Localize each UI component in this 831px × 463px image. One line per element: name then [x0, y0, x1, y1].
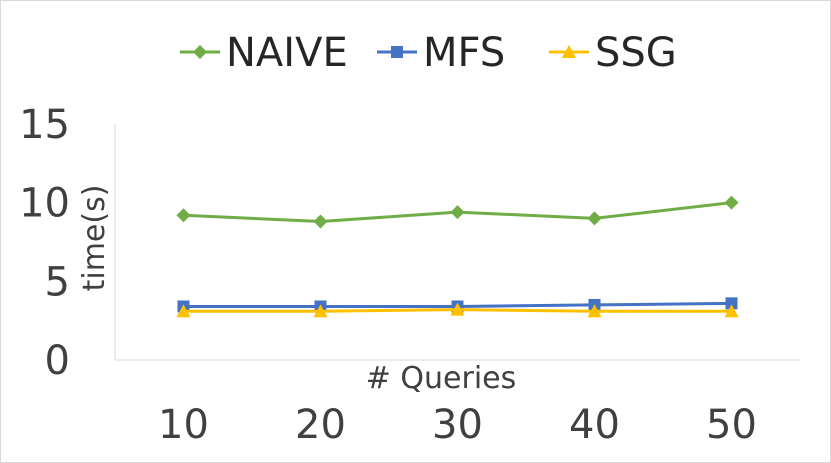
- data-point-ssg: [724, 304, 739, 318]
- legend-marker-icon: [562, 45, 576, 58]
- y-axis-title: time(s): [77, 185, 112, 292]
- legend-item-ssg: SSG: [549, 30, 677, 76]
- legend-label: NAIVE: [226, 30, 348, 76]
- data-point-ssg: [587, 304, 602, 318]
- data-point-naive: [587, 211, 602, 226]
- legend-marker-icon: [391, 46, 403, 58]
- series-naive: [176, 195, 739, 229]
- legend-label: MFS: [423, 30, 505, 76]
- axes: [114, 124, 800, 361]
- x-tick-label: 10: [158, 402, 209, 448]
- y-tick-label: 5: [45, 259, 70, 305]
- legend-item-mfs: MFS: [377, 30, 505, 76]
- data-point-naive: [724, 195, 739, 210]
- x-axis-title: # Queries: [366, 361, 517, 396]
- data-point-mfs: [725, 297, 738, 310]
- y-tick-label: 0: [45, 338, 70, 384]
- legend-label: SSG: [595, 30, 677, 76]
- data-point-naive: [313, 214, 328, 229]
- legend-marker-icon: [193, 45, 207, 59]
- x-tick-labels: 10 20 30 40 50: [158, 402, 757, 448]
- y-tick-labels: 0 5 10 15: [19, 102, 70, 384]
- data-point-ssg: [450, 302, 465, 316]
- x-tick-label: 40: [569, 402, 620, 448]
- data-point-ssg: [176, 304, 191, 318]
- y-tick-label: 15: [19, 102, 70, 148]
- legend-item-naive: NAIVE: [180, 30, 348, 76]
- legend: NAIVE MFS SSG: [180, 30, 677, 76]
- data-point-ssg: [313, 304, 328, 318]
- x-tick-label: 50: [706, 402, 757, 448]
- y-tick-label: 10: [19, 181, 70, 227]
- data-point-naive: [450, 205, 465, 220]
- data-point-naive: [176, 208, 191, 223]
- series-layer: [176, 195, 739, 318]
- x-tick-label: 30: [432, 402, 483, 448]
- series-ssg: [176, 302, 739, 318]
- x-tick-label: 20: [295, 402, 346, 448]
